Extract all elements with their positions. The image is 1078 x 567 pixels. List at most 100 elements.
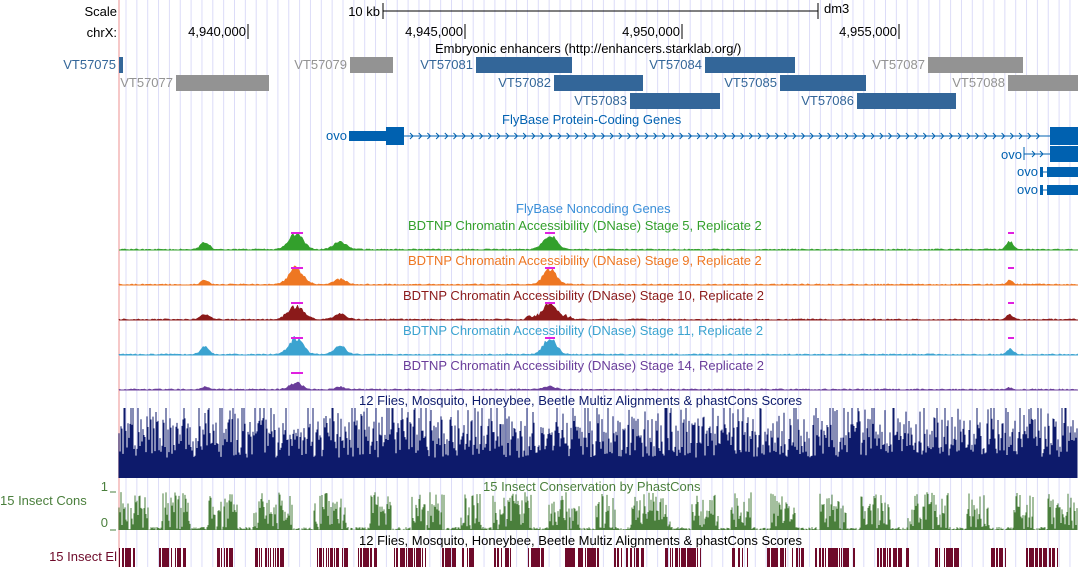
enhancer-label[interactable]: VT57088 [952,75,1005,90]
dnase-track-title[interactable]: BDTNP Chromatin Accessibility (DNase) St… [408,218,762,233]
enhancer-label[interactable]: VT57085 [724,75,777,90]
conserved-element [618,548,619,567]
gene-label-ovo[interactable]: ovo [1017,182,1038,197]
conserved-element [368,548,369,567]
conserved-element [589,548,590,567]
clipped-marker [1008,302,1014,304]
conserved-element [835,548,836,567]
conserved-element [442,548,443,567]
noncoding-track-title[interactable]: FlyBase Noncoding Genes [516,201,671,216]
strand-arrow-icon [801,132,806,140]
enhancer-VT57082[interactable] [554,75,643,91]
strand-arrow-icon [1027,132,1032,140]
enhancer-VT57075[interactable] [119,57,123,73]
conserved-element [419,548,420,567]
conserved-element [128,548,129,567]
enhancer-label[interactable]: VT57077 [120,75,173,90]
gene-label-ovo[interactable]: ovo [326,128,347,143]
conserved-element [1000,548,1001,567]
multiz-track-title[interactable]: 12 Flies, Mosquito, Honeybee, Beetle Mul… [359,393,802,408]
enhancers-track-title[interactable]: Embryonic enhancers (http://enhancers.st… [435,41,742,56]
conserved-element [732,548,733,567]
conserved-element [950,548,951,567]
enhancer-VT57088[interactable] [1008,75,1078,91]
strand-arrow-icon [740,132,745,140]
conserved-element [843,548,844,567]
conserved-element [454,548,455,567]
conserved-element [781,548,782,567]
conserved-element [376,548,377,567]
enhancer-label[interactable]: VT57081 [420,57,473,72]
enhancer-label[interactable]: VT57079 [294,57,347,72]
conserved-element [326,548,327,567]
genes-track-title[interactable]: FlyBase Protein-Coding Genes [502,112,682,127]
conserved-element [501,548,502,567]
gene-label-ovo[interactable]: ovo [1017,164,1038,179]
dnase-track-title[interactable]: BDTNP Chromatin Accessibility (DNase) St… [403,358,765,373]
strand-arrow-icon [427,132,432,140]
conserved-element [777,548,778,567]
strand-arrow-icon [574,132,580,140]
enhancer-label[interactable]: VT57084 [649,57,702,72]
gene-exon [1050,146,1078,162]
conserved-element [408,548,409,567]
enhancer-VT57081[interactable] [476,57,572,73]
strand-arrow-icon [514,132,519,140]
enhancer-label[interactable]: VT57087 [872,57,925,72]
conserved-element [323,548,324,567]
dnase-track-title[interactable]: BDTNP Chromatin Accessibility (DNase) St… [403,323,764,338]
enhancer-label[interactable]: VT57075 [63,57,116,72]
conserved-element [536,548,537,567]
enhancer-label[interactable]: VT57082 [498,75,551,90]
enhancer-VT57086[interactable] [857,93,956,109]
enhancer-VT57087[interactable] [928,57,1023,73]
conserved-element [854,548,855,567]
conserved-element [266,548,267,567]
enhancer-VT57079[interactable] [350,57,393,73]
conserved-element [446,548,447,567]
conserved-element [417,548,418,567]
strand-arrow-icon [922,132,928,140]
strand-arrow-icon [679,132,684,140]
cons-track-title[interactable]: 15 Insect Conservation by PhastCons [483,479,701,494]
enhancer-label[interactable]: VT57083 [574,93,627,108]
enhancer-VT57083[interactable] [630,93,720,109]
strand-arrow-icon [435,132,440,140]
gene-label-ovo[interactable]: ovo [1001,147,1022,162]
conserved-element [593,548,594,567]
conserved-element [690,548,691,567]
conserved-element [507,548,508,567]
strand-arrow-icon [479,132,484,140]
conserved-element [792,548,793,567]
dnase-track-title[interactable]: BDTNP Chromatin Accessibility (DNase) St… [403,288,765,303]
elements-track-title[interactable]: 12 Flies, Mosquito, Honeybee, Beetle Mul… [359,533,802,548]
conserved-element [937,548,938,567]
conserved-element [1041,548,1042,567]
conserved-element [802,548,803,567]
strand-arrow-icon [931,132,936,140]
conserved-element [822,548,823,567]
cons-track-label[interactable]: 15 Insect Cons [0,493,87,508]
enhancer-label[interactable]: VT57086 [801,93,854,108]
enhancer-VT57077[interactable] [176,75,269,91]
clipped-marker [291,337,303,339]
strand-arrow-icon [601,132,606,140]
enhancer-VT57084[interactable] [705,57,795,73]
conserved-element [412,548,413,567]
strand-arrow-icon [696,132,701,140]
conserved-element [881,548,882,567]
dnase-track-title[interactable]: BDTNP Chromatin Accessibility (DNase) St… [408,253,762,268]
strand-arrow-icon [670,132,675,140]
conserved-element [221,548,222,567]
clipped-marker [291,267,303,269]
conserved-element [899,548,900,567]
enhancer-VT57085[interactable] [780,75,866,91]
conserved-element [227,548,228,567]
conserved-element [667,548,668,567]
conserved-element [820,548,821,567]
conserved-element [256,548,257,567]
conserved-element [163,548,164,567]
elements-track-label[interactable]: 15 Insect El [49,549,117,564]
